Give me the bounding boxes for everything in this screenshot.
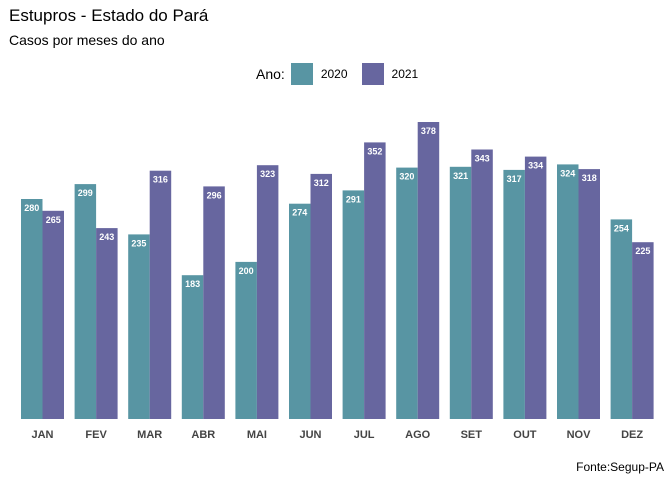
bar-2020-jul [342,190,365,419]
data-label-2020-nov: 324 [560,168,575,178]
bar-2021-ago [417,122,440,419]
data-label-2020-jun: 274 [292,208,307,218]
x-tick-out: OUT [513,429,537,441]
data-label-2020-mar: 235 [131,238,146,248]
x-tick-jul: JUL [354,429,375,441]
bar-2020-jun [289,203,311,419]
bar-2020-fev [74,184,97,419]
data-label-2020-dez: 254 [614,223,629,233]
x-tick-jan: JAN [31,429,53,441]
bar-2021-mai [256,165,279,419]
bar-2020-mar [128,234,150,419]
data-label-2021-ago: 378 [421,126,436,136]
x-tick-abr: ABR [191,429,215,441]
legend: Ano: 2020 2021 [256,63,432,85]
legend-label-2020: 2020 [320,67,348,81]
data-label-2020-ago: 320 [399,172,414,182]
chart-title: Estupros - Estado do Pará [9,6,209,25]
legend-label-2021: 2021 [391,67,419,81]
bar-2020-abr [181,275,204,419]
bar-2021-jun [310,173,332,419]
x-tick-fev: FEV [85,429,107,441]
bar-2021-dez [632,242,654,419]
data-label-2020-out: 317 [507,174,522,184]
bar-2021-jan [42,210,64,419]
bar-2020-jan [21,199,43,419]
x-tick-ago: AGO [405,429,431,441]
x-tick-nov: NOV [567,429,592,441]
data-label-2021-jun: 312 [314,178,329,188]
x-tick-jun: JUN [299,429,321,441]
data-label-2021-out: 334 [528,161,543,171]
legend-swatch-2020 [290,63,313,85]
data-label-2020-jan: 280 [24,203,39,213]
x-tick-set: SET [461,429,483,441]
data-label-2021-mai: 323 [260,169,275,179]
data-label-2021-abr: 296 [207,190,222,200]
data-label-2021-dez: 225 [635,246,650,256]
legend-item-2020: 2020 [290,63,348,85]
legend-swatch-2021 [361,63,384,85]
bar-2020-nov [557,164,579,419]
legend-title: Ano: [256,66,285,82]
data-label-2021-set: 343 [475,154,490,164]
legend-item-2021: 2021 [361,63,419,85]
bar-2021-fev [96,228,118,419]
x-tick-dez: DEZ [621,429,643,441]
data-label-2020-fev: 299 [78,188,93,198]
data-label-2020-jul: 291 [346,194,361,204]
data-label-2021-jan: 265 [46,215,61,225]
bar-2021-mar [149,170,172,419]
source-caption: Fonte:Segup-PA [576,460,664,474]
chart-subtitle: Casos por meses do ano [9,32,165,48]
data-label-2020-abr: 183 [185,279,200,289]
data-label-2020-set: 321 [453,171,468,181]
bar-2020-set [449,166,472,419]
data-label-2021-jul: 352 [367,146,382,156]
bar-2020-ago [396,167,418,419]
x-tick-mai: MAI [247,429,267,441]
bar-2021-abr [203,186,225,419]
bar-2021-jul [364,142,386,419]
x-tick-mar: MAR [137,429,162,441]
bar-2021-nov [578,169,600,419]
data-label-2021-fev: 243 [99,232,114,242]
bar-2021-out [524,156,547,419]
bar-2020-dez [610,219,633,419]
bar-2021-set [471,149,493,419]
data-label-2020-mai: 200 [239,266,254,276]
data-label-2021-mar: 316 [153,175,168,185]
bar-2020-out [503,169,525,419]
bar-2020-mai [235,261,257,419]
data-label-2021-nov: 318 [582,173,597,183]
